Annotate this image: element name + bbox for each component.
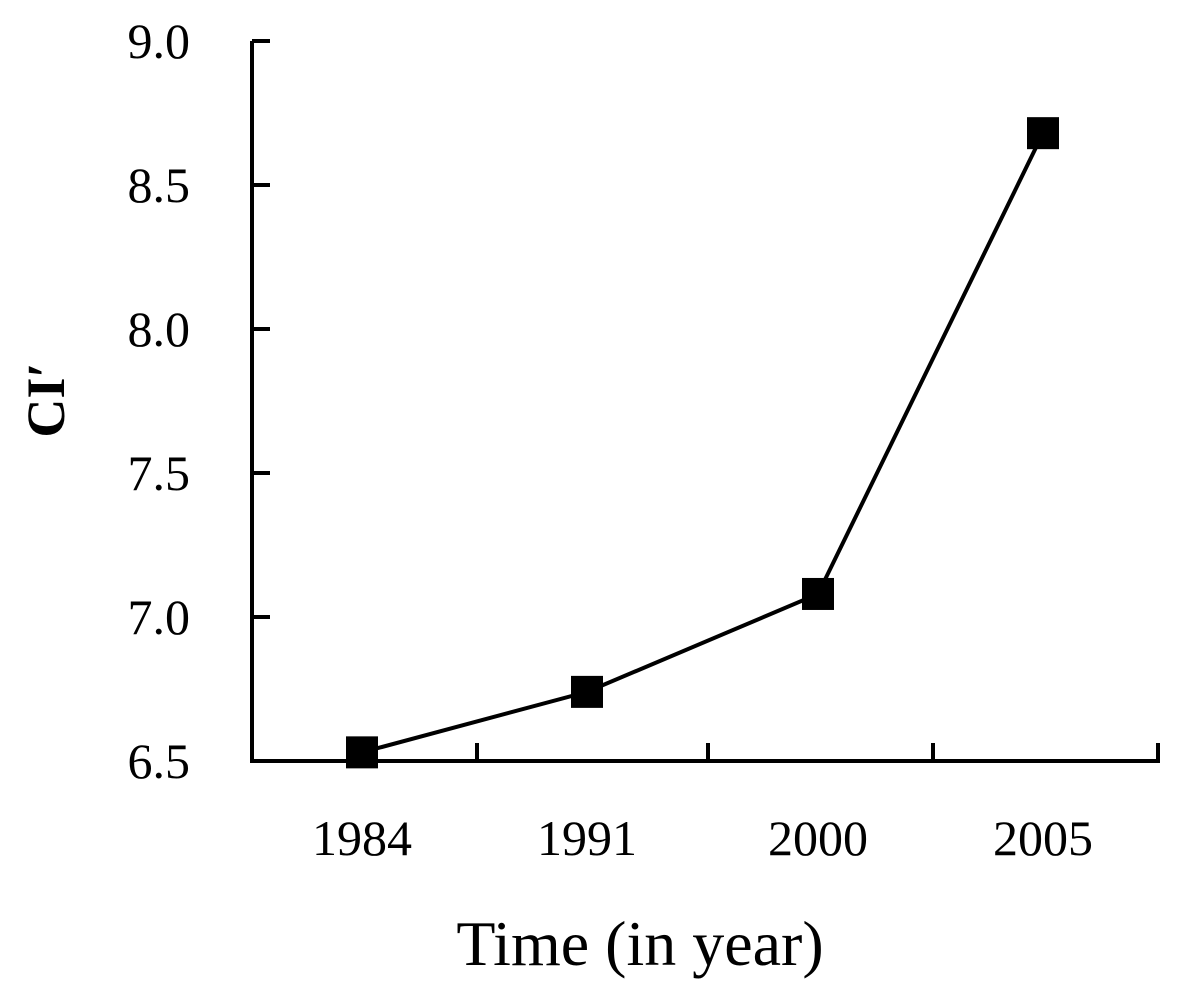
y-tick-label: 6.5 — [128, 733, 191, 789]
data-point-marker — [1027, 117, 1059, 150]
x-axis-title: Time (in year) — [456, 908, 823, 979]
series-line — [361, 132, 1045, 755]
y-tick-label: 8.0 — [128, 301, 191, 357]
series-group — [346, 117, 1059, 769]
y-tick-label: 7.5 — [128, 445, 191, 501]
data-point-marker — [571, 675, 603, 708]
y-tick-label: 8.5 — [128, 157, 191, 213]
y-axis-title: CI′ — [16, 362, 76, 437]
y-axis-ticks: 6.5 7.0 7.5 8.0 8.5 9.0 — [128, 13, 270, 789]
x-axis-ticks: 1984 1991 2000 2005 — [312, 743, 1160, 866]
y-tick-label: 7.0 — [128, 589, 191, 645]
y-tick-label: 9.0 — [128, 13, 191, 69]
x-tick-label: 1984 — [312, 810, 412, 866]
axes — [250, 41, 1160, 763]
data-point-marker — [802, 577, 834, 610]
x-tick-label: 2005 — [993, 810, 1093, 866]
data-point-marker — [346, 736, 378, 769]
x-tick-label: 1991 — [537, 810, 637, 866]
x-tick-label: 2000 — [768, 810, 868, 866]
